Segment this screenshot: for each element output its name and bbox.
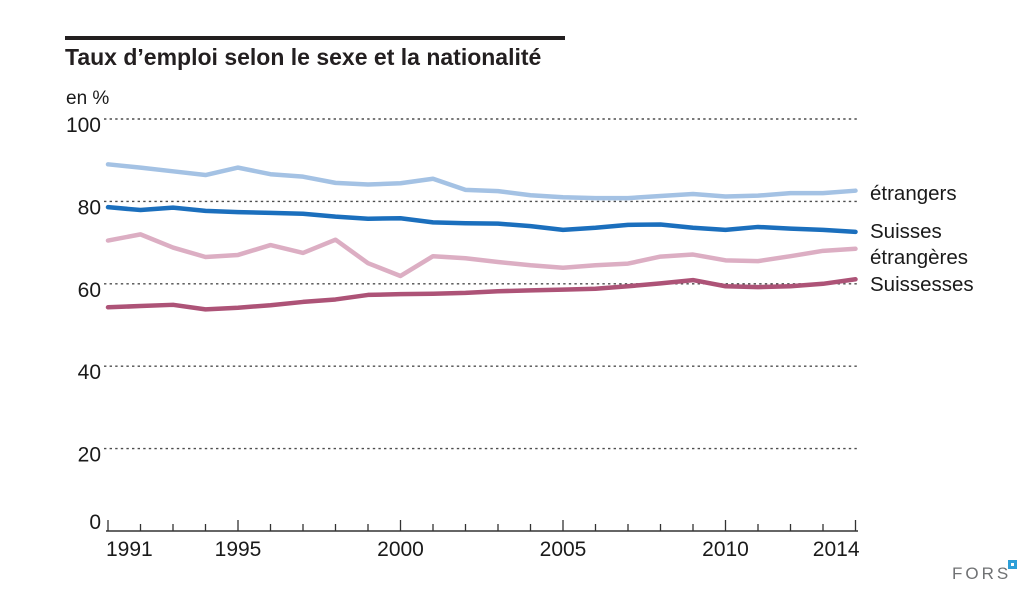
chart-title: Taux d’emploi selon le sexe et la nation… <box>65 44 542 70</box>
y-axis-label-40: 40 <box>78 361 101 384</box>
series-line-étrangers <box>105 162 858 201</box>
fors-logo-square-icon <box>1008 560 1017 569</box>
series-label-étrangères: étrangères <box>870 246 968 269</box>
series-label-Suisses: Suisses <box>870 220 942 243</box>
series-label-étrangers: étrangers <box>870 182 957 205</box>
y-axis-label-100: 100 <box>66 114 101 137</box>
fors-logo-dot-icon <box>1011 563 1014 566</box>
x-axis-label-2000: 2000 <box>377 538 424 561</box>
x-axis-label-2014: 2014 <box>813 538 860 561</box>
series-line-Suisses <box>105 204 858 235</box>
y-axis-label-20: 20 <box>78 444 101 467</box>
x-axis-label-2010: 2010 <box>702 538 749 561</box>
fors-logo-text: FORS <box>952 564 1012 583</box>
y-axis-label-80: 80 <box>78 196 101 219</box>
series-line-Suissesses <box>105 277 858 312</box>
x-axis-label-2005: 2005 <box>540 538 587 561</box>
x-axis-label-1991: 1991 <box>106 538 153 561</box>
y-axis-label-0: 0 <box>89 511 101 534</box>
title-rule <box>65 36 565 40</box>
series-line-étrangères <box>105 232 858 279</box>
series-label-Suissesses: Suissesses <box>870 273 974 296</box>
fors-logo: FORS <box>952 560 1027 586</box>
y-axis-unit-label: en % <box>66 88 110 109</box>
x-axis-label-1995: 1995 <box>215 538 262 561</box>
y-axis-label-60: 60 <box>78 279 101 302</box>
